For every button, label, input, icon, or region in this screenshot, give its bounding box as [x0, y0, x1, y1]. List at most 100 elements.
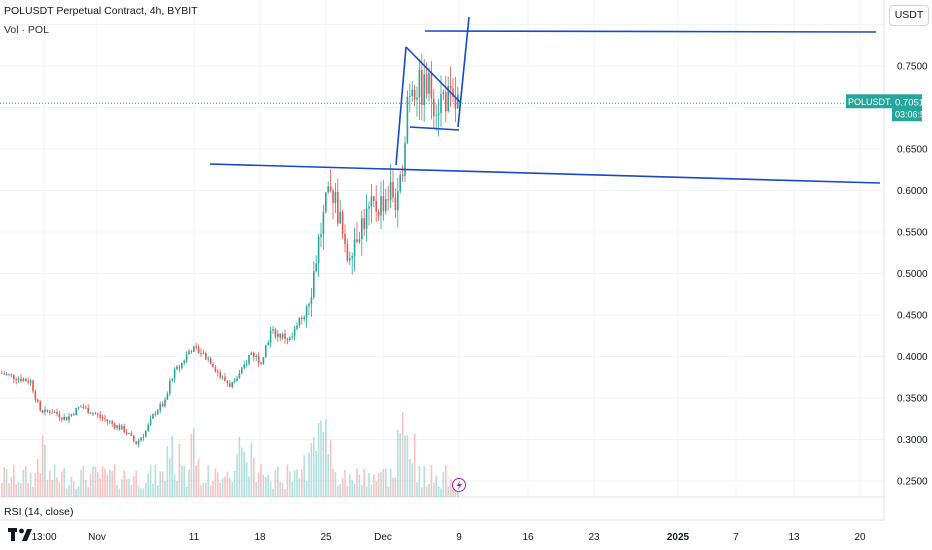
volume-bar: [92, 466, 94, 497]
candle-body: [449, 86, 452, 89]
x-tick-label: Dec: [374, 532, 392, 543]
y-tick-label: 0.4500: [897, 311, 928, 322]
volume-bar: [382, 469, 385, 497]
candle-body: [142, 436, 145, 438]
volume-bar: [298, 477, 301, 497]
candle-body: [399, 174, 401, 192]
candle-body: [75, 408, 77, 416]
candle-body: [99, 414, 101, 418]
candle-body: [421, 69, 423, 106]
flash-icon[interactable]: [452, 478, 466, 492]
candle-body: [56, 411, 58, 415]
candle-body: [370, 196, 373, 207]
candle-body: [327, 186, 329, 193]
volume-bar: [320, 420, 322, 497]
volume-bar: [159, 471, 161, 497]
volume-bar: [166, 446, 169, 497]
candle-body: [313, 271, 315, 298]
chart-grid: [0, 0, 885, 521]
candle-body: [15, 379, 17, 381]
volume-bar: [260, 464, 262, 497]
volume-bars: [1, 412, 459, 497]
breakout-line: [457, 16, 470, 128]
volume-bar: [281, 482, 284, 497]
candle-body: [152, 414, 154, 419]
volume-bar: [308, 452, 310, 497]
volume-bar: [449, 479, 452, 497]
candle-body: [380, 196, 382, 216]
volume-bar: [1, 482, 3, 497]
candle-body: [257, 355, 260, 363]
candle-body: [250, 352, 253, 356]
candle-body: [20, 378, 22, 382]
volume-bar: [77, 486, 80, 497]
volume-bar: [334, 472, 337, 497]
volume-bar: [226, 471, 229, 497]
volume-bar: [17, 481, 20, 497]
candle-body: [65, 416, 68, 421]
volume-bar: [430, 464, 433, 497]
candle-body: [452, 88, 454, 97]
candle-body: [80, 406, 82, 408]
candle-body: [77, 407, 80, 409]
candle-body: [195, 346, 197, 348]
volume-bar: [397, 429, 399, 497]
candle-body: [178, 366, 181, 368]
candle-body: [344, 233, 346, 244]
price-axis: 0.7500 0.6500 0.6000 0.5500 0.5000 0.4500 0.40…: [897, 62, 928, 488]
volume-bar: [140, 488, 142, 497]
volume-bar: [15, 484, 17, 497]
candle-body: [200, 352, 202, 355]
candle-body: [5, 374, 8, 375]
volume-bar: [202, 482, 205, 497]
candle-body: [454, 96, 457, 109]
volume-bar: [262, 474, 265, 497]
candle-body: [1, 373, 3, 374]
candle-body: [125, 432, 128, 434]
volume-bar: [185, 486, 188, 497]
volume-bar: [109, 469, 111, 497]
candle-body: [418, 69, 421, 98]
x-tick-label: 25: [320, 532, 332, 543]
volume-bar: [452, 483, 454, 497]
candle-body: [291, 336, 293, 338]
volume-bar: [195, 465, 197, 497]
rsi-legend: RSI (14, close): [4, 506, 74, 518]
candle-body: [190, 351, 193, 353]
x-tick-label: 13:00: [31, 532, 56, 543]
volume-bar: [8, 483, 10, 497]
candle-body: [368, 206, 370, 209]
volume-bar: [34, 472, 37, 497]
volume-bar: [176, 480, 178, 497]
candle-body: [46, 409, 49, 412]
currency-button[interactable]: USDT: [889, 5, 929, 26]
volume-bar: [68, 485, 70, 497]
candle-body: [101, 417, 104, 419]
volume-bar: [255, 481, 257, 497]
candle-body: [111, 421, 113, 424]
candle-body: [346, 243, 349, 261]
x-tick-label: 23: [588, 532, 600, 543]
volume-bar: [421, 487, 423, 497]
x-tick-label: 7: [733, 532, 739, 543]
candle-body: [329, 186, 332, 191]
candle-body: [296, 325, 298, 330]
candle-body: [238, 373, 241, 379]
candle-body: [411, 89, 413, 96]
candle-body: [94, 413, 97, 415]
volume-bar: [353, 483, 356, 497]
volume-bar: [245, 462, 248, 497]
volume-bar: [113, 464, 116, 497]
candle-body: [121, 426, 123, 430]
candle-body: [305, 306, 308, 318]
volume-bar: [188, 469, 190, 497]
flag-lower: [409, 126, 460, 131]
candle-body: [140, 437, 142, 441]
volume-bar: [87, 487, 89, 497]
candle-body: [236, 378, 238, 382]
symbol-badge: [846, 94, 892, 109]
candle-body: [267, 342, 269, 346]
candle-body: [219, 372, 221, 378]
